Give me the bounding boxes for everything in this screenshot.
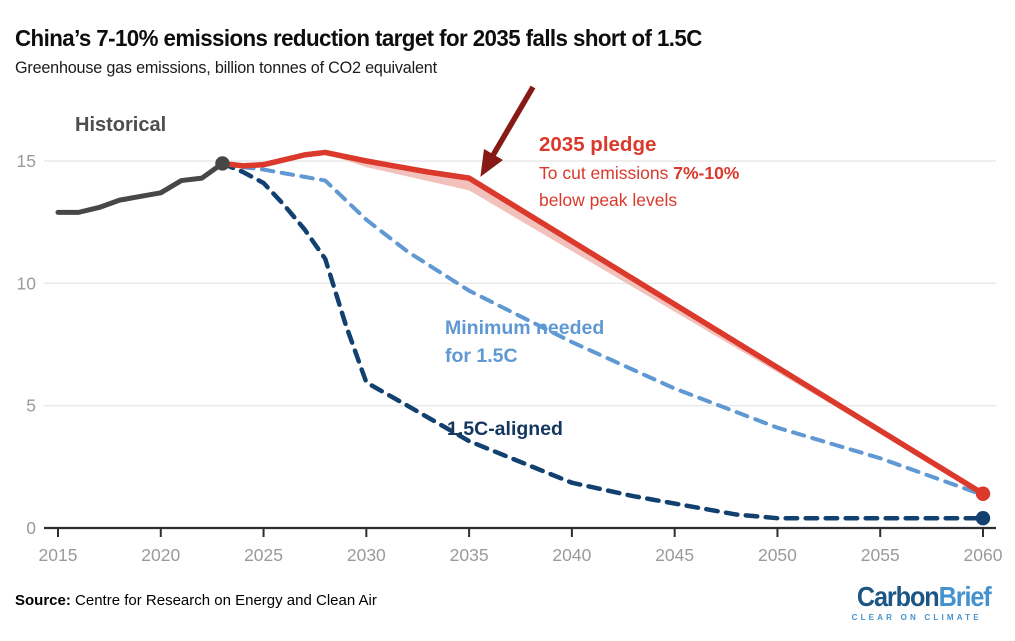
series-endpoint-dot-3 — [975, 511, 991, 526]
series-line-2 — [220, 161, 986, 497]
series-label-pledge: 2035 pledge To cut emissions 7%-10% belo… — [539, 133, 739, 213]
x-tick-label-2040: 2040 — [552, 545, 591, 565]
pledge-label-title: 2035 pledge — [539, 133, 657, 156]
y-tick-label-0: 0 — [26, 518, 36, 538]
pledge-annotation-arrow — [480, 85, 536, 177]
series-label-historical: Historical — [75, 114, 167, 136]
logo-text-carbon: Carbon — [857, 581, 940, 612]
x-tick-label-2025: 2025 — [244, 545, 283, 565]
logo-text-brief: Brief — [938, 581, 992, 612]
y-tick-label-5: 5 — [26, 396, 36, 416]
x-tick-label-2020: 2020 — [141, 545, 180, 565]
series-endpoint-dot-1 — [975, 486, 991, 501]
minimum-label-line2: for 1.5C — [445, 345, 518, 367]
pledge-label-line3: below peak levels — [539, 189, 678, 210]
source-label: Source: — [15, 592, 71, 609]
carbonbrief-logo: CarbonBrief CLEAR ON CLIMATE — [842, 581, 992, 623]
series-endpoint-dot-0 — [215, 156, 230, 171]
x-tick-label-2035: 2035 — [450, 545, 489, 565]
x-tick-label-2015: 2015 — [39, 545, 78, 565]
pledge-line2-bold: 7%-10% — [673, 163, 740, 183]
logo-wordmark: CarbonBrief — [857, 581, 992, 612]
series-line-0 — [55, 160, 225, 215]
x-tick-label-2060: 2060 — [964, 545, 1003, 565]
x-tick-label-2050: 2050 — [758, 545, 797, 565]
series-label-minimum: Minimum needed for 1.5C — [445, 314, 604, 370]
y-tick-label-15: 15 — [17, 151, 36, 171]
series-line-3 — [220, 161, 986, 521]
chart-subtitle: Greenhouse gas emissions, billion tonnes… — [15, 59, 437, 77]
x-tick-label-2045: 2045 — [655, 545, 694, 565]
pledge-line2-normal: To cut emissions — [539, 163, 674, 183]
y-tick-label-10: 10 — [17, 273, 37, 293]
source-credit: Source: Centre for Research on Energy an… — [15, 592, 377, 609]
series-label-aligned: 1.5C-aligned — [447, 418, 563, 440]
source-text: Centre for Research on Energy and Clean … — [70, 592, 377, 609]
minimum-label-line1: Minimum needed — [445, 317, 605, 339]
x-tick-label-2055: 2055 — [861, 545, 900, 565]
series-line-1 — [219, 149, 986, 497]
logo-tagline: CLEAR ON CLIMATE — [851, 613, 982, 622]
x-tick-label-2030: 2030 — [347, 545, 386, 565]
pledge-label-line2: To cut emissions 7%-10% — [539, 160, 739, 187]
chart-title: China’s 7-10% emissions reduction target… — [15, 25, 702, 51]
